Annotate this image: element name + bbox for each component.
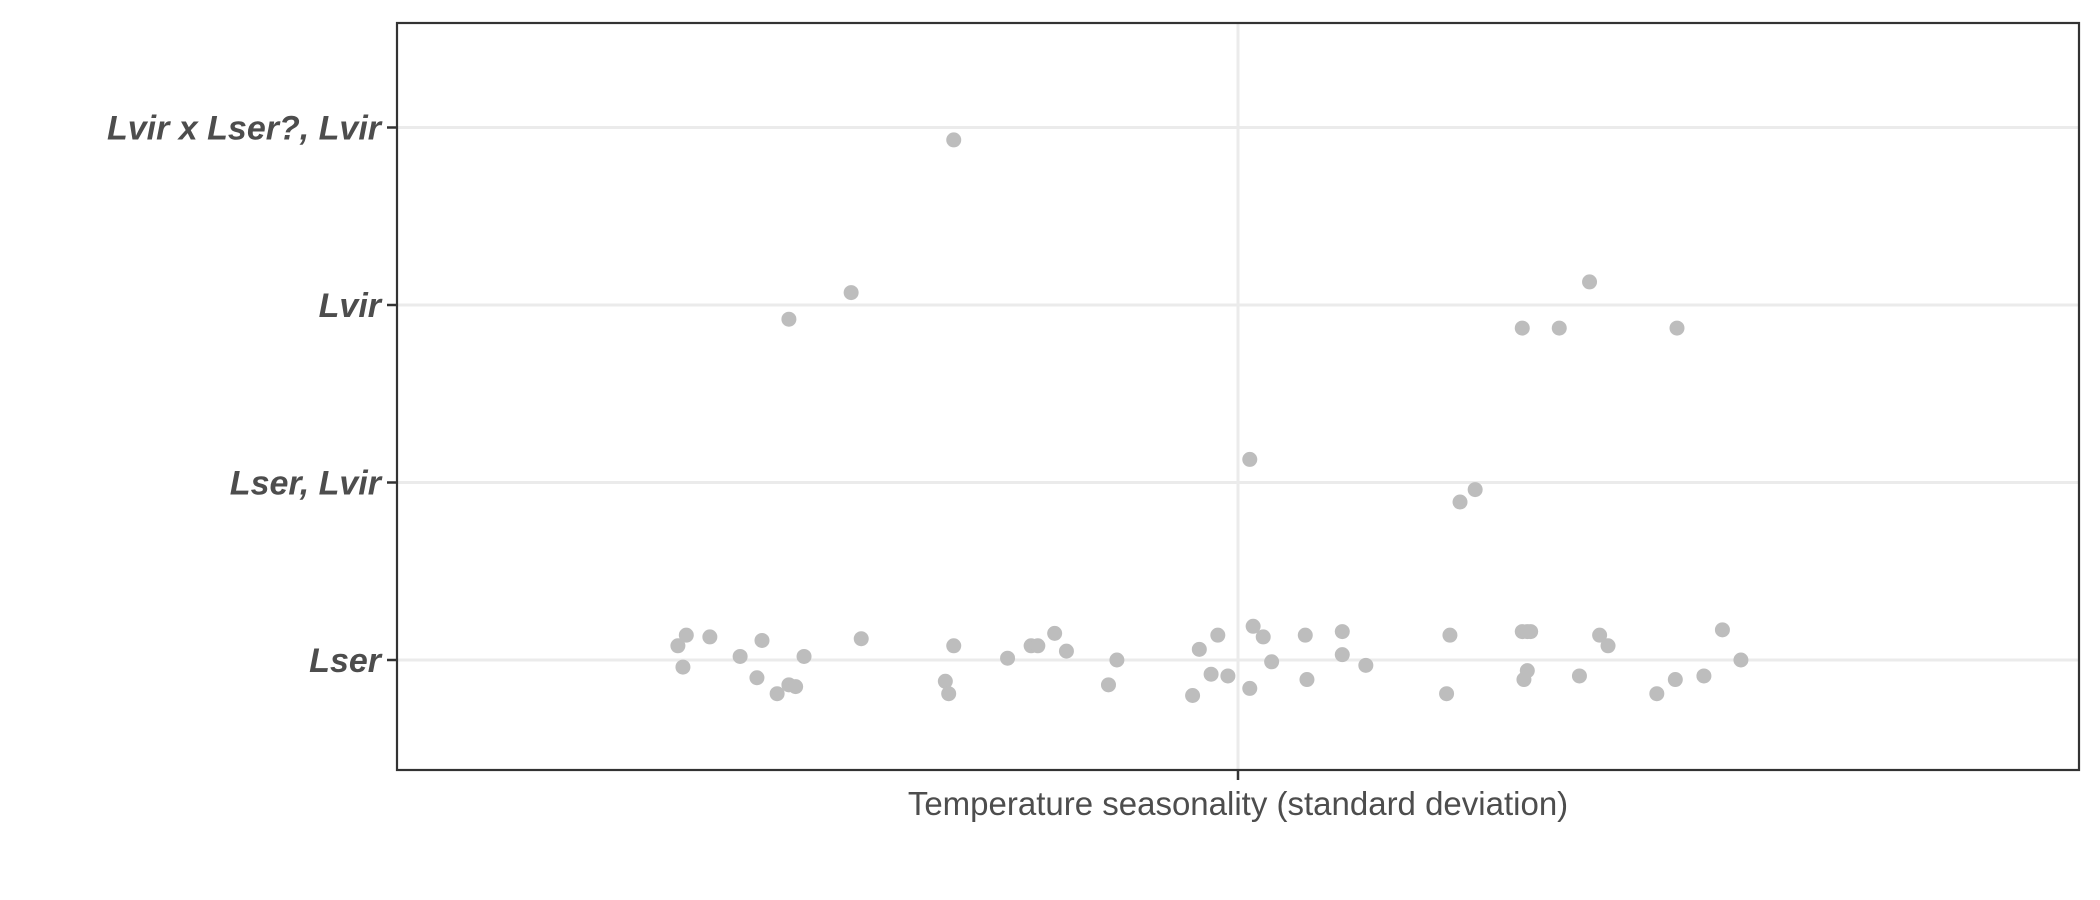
grid-lines — [397, 23, 2079, 770]
data-point — [1203, 666, 1219, 682]
x-axis-label: Temperature seasonality (standard deviat… — [908, 785, 1568, 822]
data-point — [1047, 625, 1063, 641]
data-point — [946, 132, 962, 148]
data-point — [1452, 494, 1468, 510]
data-point — [796, 648, 812, 664]
data-point — [1220, 668, 1236, 684]
data-point — [946, 638, 962, 654]
data-point — [1299, 672, 1315, 688]
y-tick-label: Lvir — [319, 287, 383, 325]
data-point — [788, 679, 804, 695]
data-point — [675, 659, 691, 675]
data-point — [941, 686, 957, 702]
data-point — [1264, 654, 1280, 670]
data-point — [1297, 627, 1313, 643]
data-points — [670, 132, 1749, 703]
data-point — [1571, 668, 1587, 684]
y-tick-label: Lser — [309, 642, 383, 680]
data-point — [749, 670, 765, 686]
data-point — [1696, 668, 1712, 684]
y-tick-label: Lser, Lvir — [230, 465, 383, 503]
data-point — [1519, 663, 1535, 679]
data-point — [1649, 686, 1665, 702]
y-tick-label: Lvir x Lser?, Lvir — [107, 110, 383, 148]
data-point — [754, 632, 770, 648]
data-point — [781, 311, 797, 327]
data-point — [1582, 274, 1598, 290]
data-point — [1514, 320, 1530, 336]
data-point — [1245, 618, 1261, 634]
data-point — [937, 673, 953, 689]
data-point — [1191, 641, 1207, 657]
data-point — [1600, 638, 1616, 654]
data-point — [1669, 320, 1685, 336]
data-point — [769, 686, 785, 702]
data-point — [1551, 320, 1567, 336]
data-point — [1592, 627, 1608, 643]
data-point — [732, 648, 748, 664]
data-point — [1000, 650, 1016, 666]
data-point — [1714, 622, 1730, 638]
data-point — [1242, 680, 1258, 696]
data-point — [1109, 652, 1125, 668]
data-point — [1439, 686, 1455, 702]
data-point — [1242, 451, 1258, 467]
data-point — [1667, 672, 1683, 688]
data-point — [1442, 627, 1458, 643]
data-point — [1100, 677, 1116, 693]
data-point — [843, 285, 859, 301]
data-point — [1255, 629, 1271, 645]
data-point — [1358, 657, 1374, 673]
data-point — [678, 627, 694, 643]
data-point — [1210, 627, 1226, 643]
data-point — [1334, 647, 1350, 663]
y-axis: Lser Lser, Lvir Lvir Lvir x Lser?, Lvir — [107, 110, 397, 680]
data-point — [1467, 482, 1483, 498]
data-point — [1334, 624, 1350, 640]
data-point — [853, 631, 869, 647]
data-point — [1733, 652, 1749, 668]
data-point — [1030, 638, 1046, 654]
data-point — [1058, 643, 1074, 659]
data-point — [702, 629, 718, 645]
data-point — [670, 638, 686, 654]
data-point — [1523, 624, 1539, 640]
data-point — [1185, 688, 1201, 703]
